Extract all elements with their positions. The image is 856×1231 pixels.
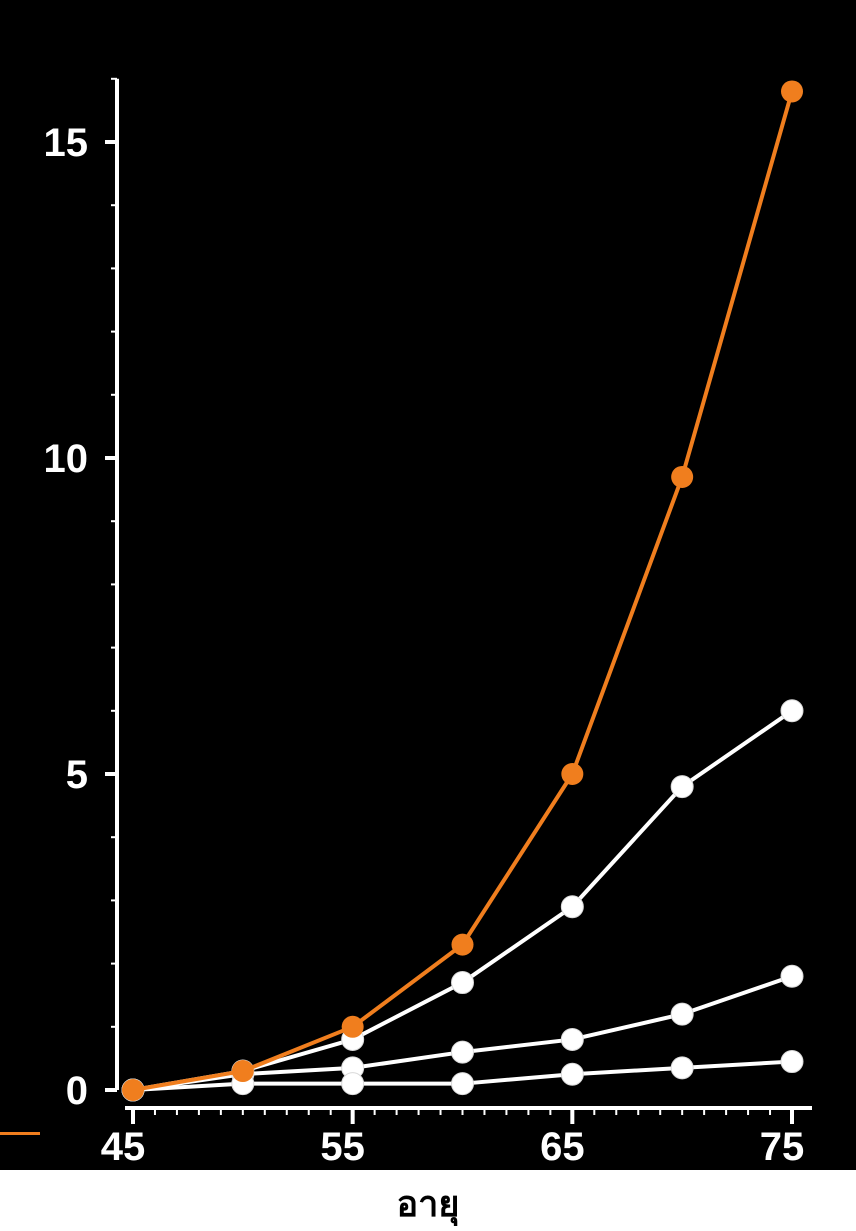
data-point	[670, 775, 694, 799]
y-tick-label: 10	[44, 437, 89, 481]
data-point	[561, 763, 584, 785]
y-tick-label: 15	[44, 121, 89, 165]
data-point	[560, 895, 584, 919]
axes: 0 5 10 15 45 55 65 75	[44, 77, 812, 1169]
data-point	[671, 465, 694, 488]
x-tick-label: 75	[760, 1125, 805, 1169]
data-point	[231, 1060, 254, 1083]
data-point	[780, 1050, 804, 1074]
data-point	[451, 971, 474, 995]
series-1	[122, 80, 803, 1101]
orange-accent-mark	[0, 1132, 40, 1135]
x-tick-label: 55	[320, 1125, 365, 1169]
data-point	[560, 1062, 584, 1086]
data-point	[341, 1015, 364, 1038]
data-point	[781, 80, 803, 103]
x-tick-label: 45	[101, 1125, 146, 1169]
data-point	[670, 1056, 694, 1080]
series-group	[121, 80, 804, 1102]
data-point	[670, 1002, 694, 1026]
data-point	[560, 1027, 584, 1051]
x-axis-label: อายุ	[397, 1184, 460, 1227]
data-point	[780, 964, 804, 988]
data-point	[451, 933, 474, 956]
y-tick-label: 0	[66, 1069, 88, 1113]
y-tick-label: 5	[66, 753, 88, 797]
data-point	[451, 1040, 474, 1064]
x-tick-label: 65	[540, 1125, 585, 1169]
data-point	[122, 1079, 144, 1101]
data-point	[451, 1072, 474, 1096]
plot-background	[0, 0, 856, 1170]
data-point	[341, 1072, 365, 1096]
data-point	[780, 699, 804, 723]
